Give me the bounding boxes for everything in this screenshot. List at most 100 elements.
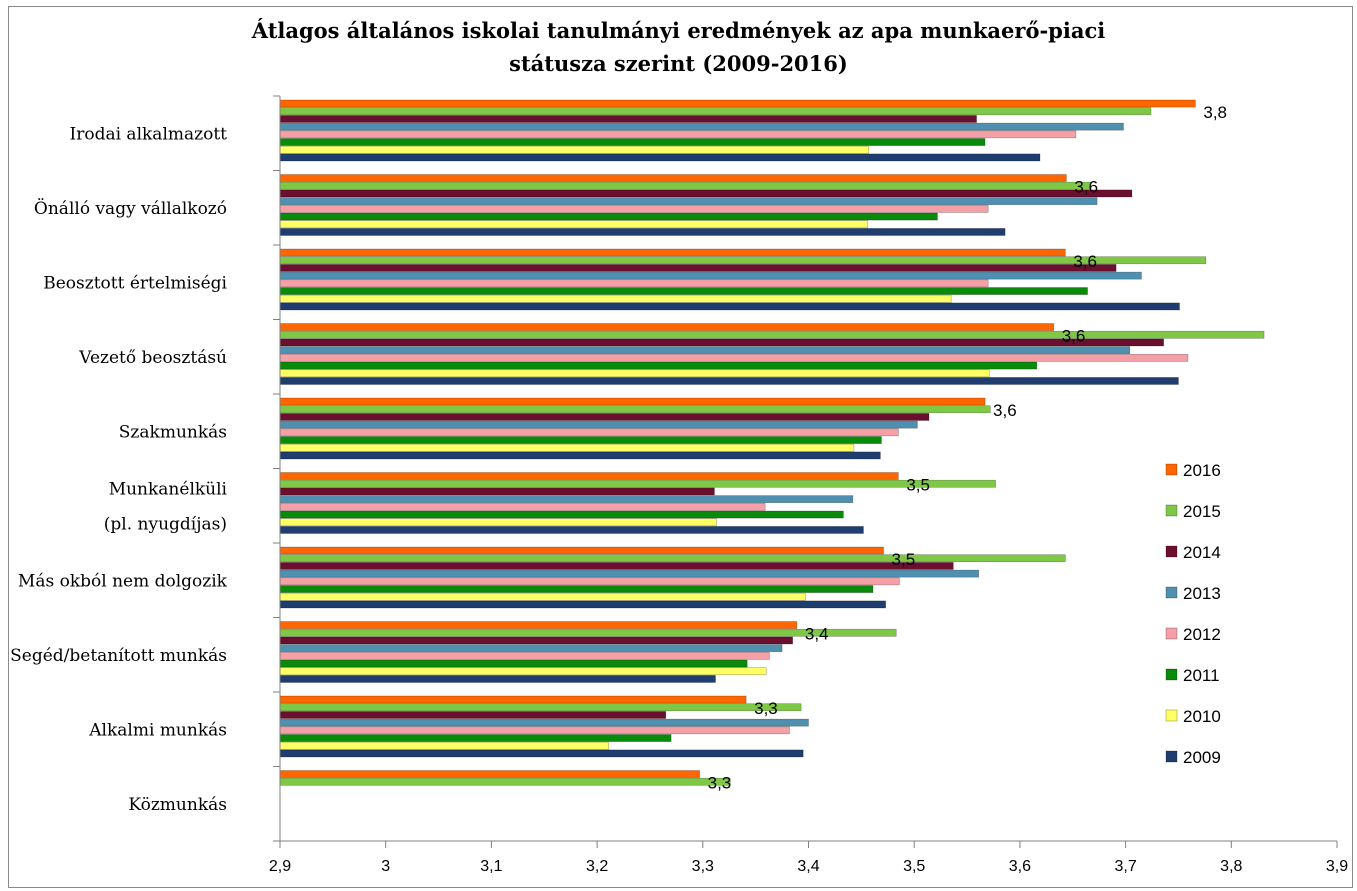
bar-2013-cat-3 <box>280 347 1130 354</box>
bar-2011-cat-2 <box>280 288 1088 295</box>
category-label-5-line-1: (pl. nyugdíjas) <box>104 514 227 534</box>
x-tick-label-7: 3,6 <box>1009 858 1031 875</box>
bar-2014-cat-5 <box>280 488 714 495</box>
bar-2014-cat-1 <box>280 190 1132 197</box>
data-label-4: 3,6 <box>993 401 1017 420</box>
data-label-5: 3,5 <box>906 476 930 495</box>
bar-2015-cat-3 <box>280 331 1264 338</box>
bar-2010-cat-2 <box>280 295 951 302</box>
bar-2009-cat-3 <box>280 377 1178 384</box>
bar-2012-cat-8 <box>280 727 789 734</box>
bar-2013-cat-4 <box>280 421 917 428</box>
bar-2014-cat-0 <box>280 115 977 122</box>
bar-2012-cat-0 <box>280 131 1076 138</box>
bar-2011-cat-1 <box>280 213 937 220</box>
legend-label-2016: 2016 <box>1183 461 1221 480</box>
bar-2016-cat-1 <box>280 175 1066 182</box>
bar-2009-cat-0 <box>280 154 1040 161</box>
x-tick-label-0: 2,9 <box>269 858 291 875</box>
bar-2009-cat-8 <box>280 750 803 757</box>
bar-2016-cat-7 <box>280 622 797 629</box>
bar-2015-cat-6 <box>280 555 1065 562</box>
legend-label-2014: 2014 <box>1183 543 1221 562</box>
bar-2010-cat-5 <box>280 519 717 526</box>
data-label-9: 3,3 <box>708 774 732 793</box>
bar-2013-cat-2 <box>280 272 1141 279</box>
bar-2012-cat-4 <box>280 429 898 436</box>
bar-2013-cat-1 <box>280 198 1097 205</box>
bar-2014-cat-2 <box>280 264 1116 271</box>
bar-2015-cat-7 <box>280 629 896 636</box>
data-label-1: 3,6 <box>1074 178 1098 197</box>
category-label-4: Szakmunkás <box>119 422 227 442</box>
bar-2016-cat-3 <box>280 324 1054 331</box>
bar-2010-cat-1 <box>280 221 868 228</box>
bar-2011-cat-7 <box>280 660 747 667</box>
bar-2014-cat-8 <box>280 711 666 718</box>
bar-2012-cat-3 <box>280 354 1188 361</box>
legend-label-2015: 2015 <box>1183 502 1221 521</box>
bar-2013-cat-8 <box>280 719 809 726</box>
legend-swatch-2015 <box>1166 505 1177 516</box>
category-label-2: Beosztott értelmiségi <box>43 273 227 293</box>
x-tick-label-1: 3 <box>381 858 390 875</box>
bar-2014-cat-7 <box>280 637 793 644</box>
bar-2015-cat-0 <box>280 108 1151 115</box>
bar-2015-cat-2 <box>280 257 1206 264</box>
x-tick-label-10: 3,9 <box>1326 858 1348 875</box>
bar-2010-cat-6 <box>280 593 805 600</box>
x-tick-label-2: 3,1 <box>480 858 502 875</box>
bar-2009-cat-2 <box>280 303 1180 310</box>
x-tick-label-3: 3,2 <box>586 858 608 875</box>
bar-2009-cat-5 <box>280 526 863 533</box>
bar-2015-cat-1 <box>280 182 1091 189</box>
legend-swatch-2012 <box>1166 628 1177 639</box>
category-label-8: Alkalmi munkás <box>88 720 227 740</box>
x-tick-label-6: 3,5 <box>903 858 925 875</box>
bar-2013-cat-6 <box>280 570 979 577</box>
data-label-7: 3,4 <box>805 625 829 644</box>
bar-2012-cat-7 <box>280 652 769 659</box>
category-label-7: Segéd/betanított munkás <box>10 646 227 666</box>
bar-2011-cat-8 <box>280 735 671 742</box>
bar-2015-cat-9 <box>280 778 730 785</box>
legend-swatch-2011 <box>1166 669 1177 680</box>
category-label-6: Más okból nem dolgozik <box>18 571 228 591</box>
bar-2011-cat-5 <box>280 511 843 518</box>
data-label-2: 3,6 <box>1073 252 1097 271</box>
data-label-0: 3,8 <box>1203 103 1227 122</box>
bar-2012-cat-1 <box>280 205 988 212</box>
bar-2015-cat-8 <box>280 704 801 711</box>
category-label-0: Irodai alkalmazott <box>70 124 228 144</box>
bar-2014-cat-6 <box>280 562 953 569</box>
legend-swatch-2014 <box>1166 546 1177 557</box>
x-tick-label-5: 3,4 <box>797 858 819 875</box>
bar-2009-cat-4 <box>280 452 880 459</box>
bar-2010-cat-8 <box>280 742 609 749</box>
bar-2010-cat-0 <box>280 146 869 153</box>
bar-2011-cat-4 <box>280 437 881 444</box>
legend-label-2012: 2012 <box>1183 625 1221 644</box>
x-tick-label-8: 3,7 <box>1114 858 1136 875</box>
bar-2014-cat-3 <box>280 339 1164 346</box>
bar-2016-cat-6 <box>280 547 884 554</box>
bar-2009-cat-6 <box>280 601 886 608</box>
bar-2010-cat-4 <box>280 444 854 451</box>
bar-2016-cat-4 <box>280 398 985 405</box>
bar-2010-cat-7 <box>280 668 766 675</box>
data-label-6: 3,5 <box>892 550 916 569</box>
bar-2011-cat-0 <box>280 139 985 146</box>
bar-2016-cat-9 <box>280 771 700 778</box>
bar-2016-cat-2 <box>280 249 1065 256</box>
bar-2013-cat-0 <box>280 123 1123 130</box>
bar-2016-cat-0 <box>280 100 1195 107</box>
bar-2010-cat-3 <box>280 370 989 377</box>
data-label-8: 3,3 <box>754 699 778 718</box>
legend-label-2009: 2009 <box>1183 748 1221 767</box>
legend-swatch-2013 <box>1166 587 1177 598</box>
x-tick-label-9: 3,8 <box>1220 858 1242 875</box>
bars-layer <box>280 100 1264 785</box>
category-label-1: Önálló vagy vállalkozó <box>34 198 227 219</box>
legend-swatch-2016 <box>1166 464 1177 475</box>
